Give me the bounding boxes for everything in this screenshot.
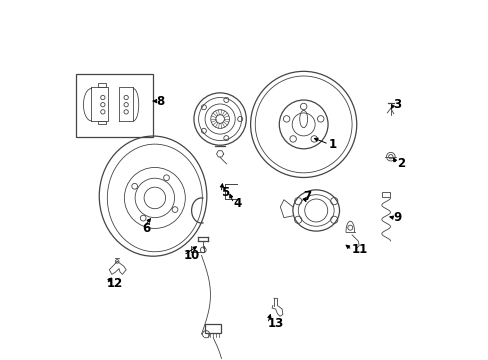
Text: 4: 4 bbox=[233, 197, 242, 210]
Bar bbox=[76, 74, 153, 137]
Bar bbox=[205, 324, 221, 333]
Text: 1: 1 bbox=[328, 138, 336, 150]
Text: 6: 6 bbox=[142, 222, 150, 235]
Bar bbox=[98, 83, 106, 87]
Text: 5: 5 bbox=[221, 186, 229, 199]
Text: 8: 8 bbox=[156, 95, 164, 108]
Text: 9: 9 bbox=[392, 211, 401, 224]
Text: 3: 3 bbox=[392, 98, 401, 111]
Bar bbox=[98, 121, 106, 125]
Text: 11: 11 bbox=[351, 243, 367, 256]
Text: 2: 2 bbox=[396, 157, 404, 170]
Text: 13: 13 bbox=[267, 317, 284, 330]
Bar bbox=[381, 192, 389, 197]
Text: 10: 10 bbox=[183, 249, 200, 262]
Text: 7: 7 bbox=[303, 190, 311, 203]
Text: 12: 12 bbox=[106, 278, 122, 291]
